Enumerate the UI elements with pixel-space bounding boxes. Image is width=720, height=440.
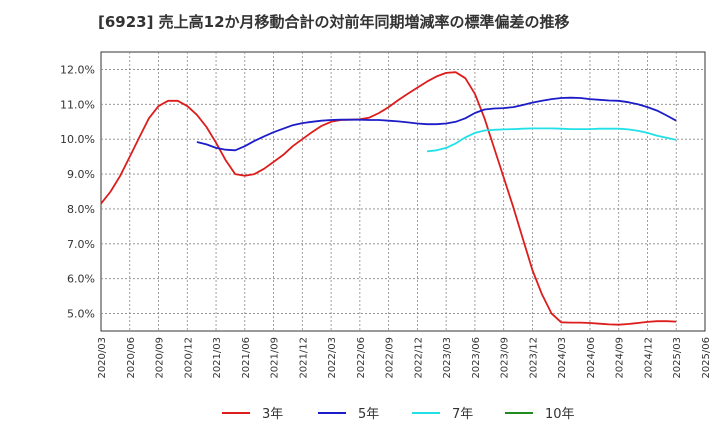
x-tick-label: 2020/09 <box>155 337 166 379</box>
legend-label: 10年 <box>545 407 575 422</box>
x-tick-label: 2020/12 <box>183 337 194 379</box>
x-tick-label: 2025/03 <box>672 337 683 379</box>
grid-lines <box>101 52 705 331</box>
x-tick-label: 2024/12 <box>643 337 654 379</box>
x-tick-label: 2021/12 <box>298 337 309 379</box>
x-tick-label: 2022/09 <box>385 337 396 379</box>
x-tick-label: 2024/09 <box>615 337 626 379</box>
x-tick-label: 2023/03 <box>442 337 453 379</box>
series-line-3年 <box>100 71 677 326</box>
legend-label: 3年 <box>262 407 283 422</box>
y-tick-label: 8.0% <box>67 203 95 216</box>
y-tick-label: 7.0% <box>67 238 95 251</box>
y-tick-label: 6.0% <box>67 273 95 286</box>
y-axis-ticks: 5.0% 6.0% 7.0% 8.0% 9.0% 10.0% 11.0% 12.0% <box>60 63 95 320</box>
chart-title: [6923] 売上高12か月移動合計の対前年同期増減率の標準偏差の推移 <box>98 13 570 31</box>
series-line-7年 <box>426 127 677 153</box>
legend-label: 7年 <box>452 407 473 422</box>
x-tick-label: 2021/03 <box>212 337 223 379</box>
x-tick-label: 2023/09 <box>500 337 511 379</box>
x-axis-ticks: 2020/03 2020/06 2020/09 2020/12 2021/03 2021/… <box>97 337 712 379</box>
x-tick-label: 2024/06 <box>586 337 597 379</box>
x-tick-label: 2024/03 <box>557 337 568 379</box>
x-tick-label: 2023/06 <box>471 337 482 379</box>
y-tick-label: 10.0% <box>60 133 95 146</box>
series-lines <box>100 71 677 326</box>
x-tick-label: 2021/06 <box>241 337 252 379</box>
x-tick-label: 2022/06 <box>356 337 367 379</box>
x-tick-label: 2025/06 <box>701 337 712 379</box>
y-tick-label: 12.0% <box>60 63 95 76</box>
y-tick-label: 9.0% <box>67 168 95 181</box>
x-tick-label: 2022/03 <box>327 337 338 379</box>
legend-label: 5年 <box>358 407 379 422</box>
x-tick-label: 2020/03 <box>97 337 108 379</box>
series-line-5年 <box>196 96 677 152</box>
x-tick-label: 2022/12 <box>413 337 424 379</box>
y-tick-label: 5.0% <box>67 308 95 321</box>
legend: 3年 5年 7年 10年 <box>222 407 575 422</box>
plot-frame <box>100 51 706 332</box>
y-tick-label: 11.0% <box>60 98 95 111</box>
x-tick-label: 2023/12 <box>528 337 539 379</box>
plot-area <box>100 51 706 332</box>
x-tick-label: 2021/09 <box>270 337 281 379</box>
x-tick-label: 2020/06 <box>126 337 137 379</box>
